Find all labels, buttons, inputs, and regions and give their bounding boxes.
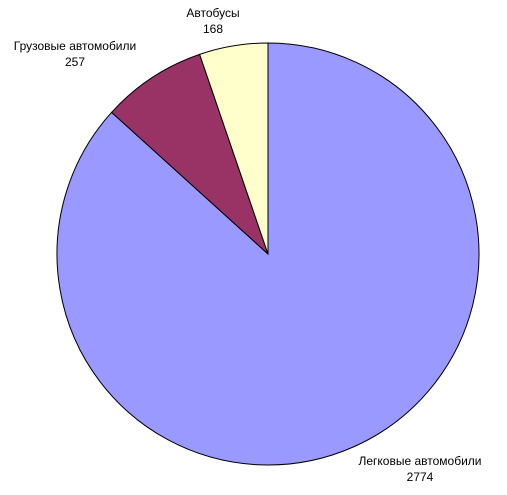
slice-label: Легковые автомобили [358, 454, 481, 468]
slice-value: 2774 [407, 470, 434, 484]
slice-value: 168 [203, 22, 223, 36]
slice-value: 257 [65, 55, 85, 69]
pie-slice [110, 53, 269, 255]
slice-label: Грузовые автомобили [14, 39, 136, 53]
pie-slice [198, 42, 269, 255]
slice-label: Автобусы [186, 6, 239, 20]
